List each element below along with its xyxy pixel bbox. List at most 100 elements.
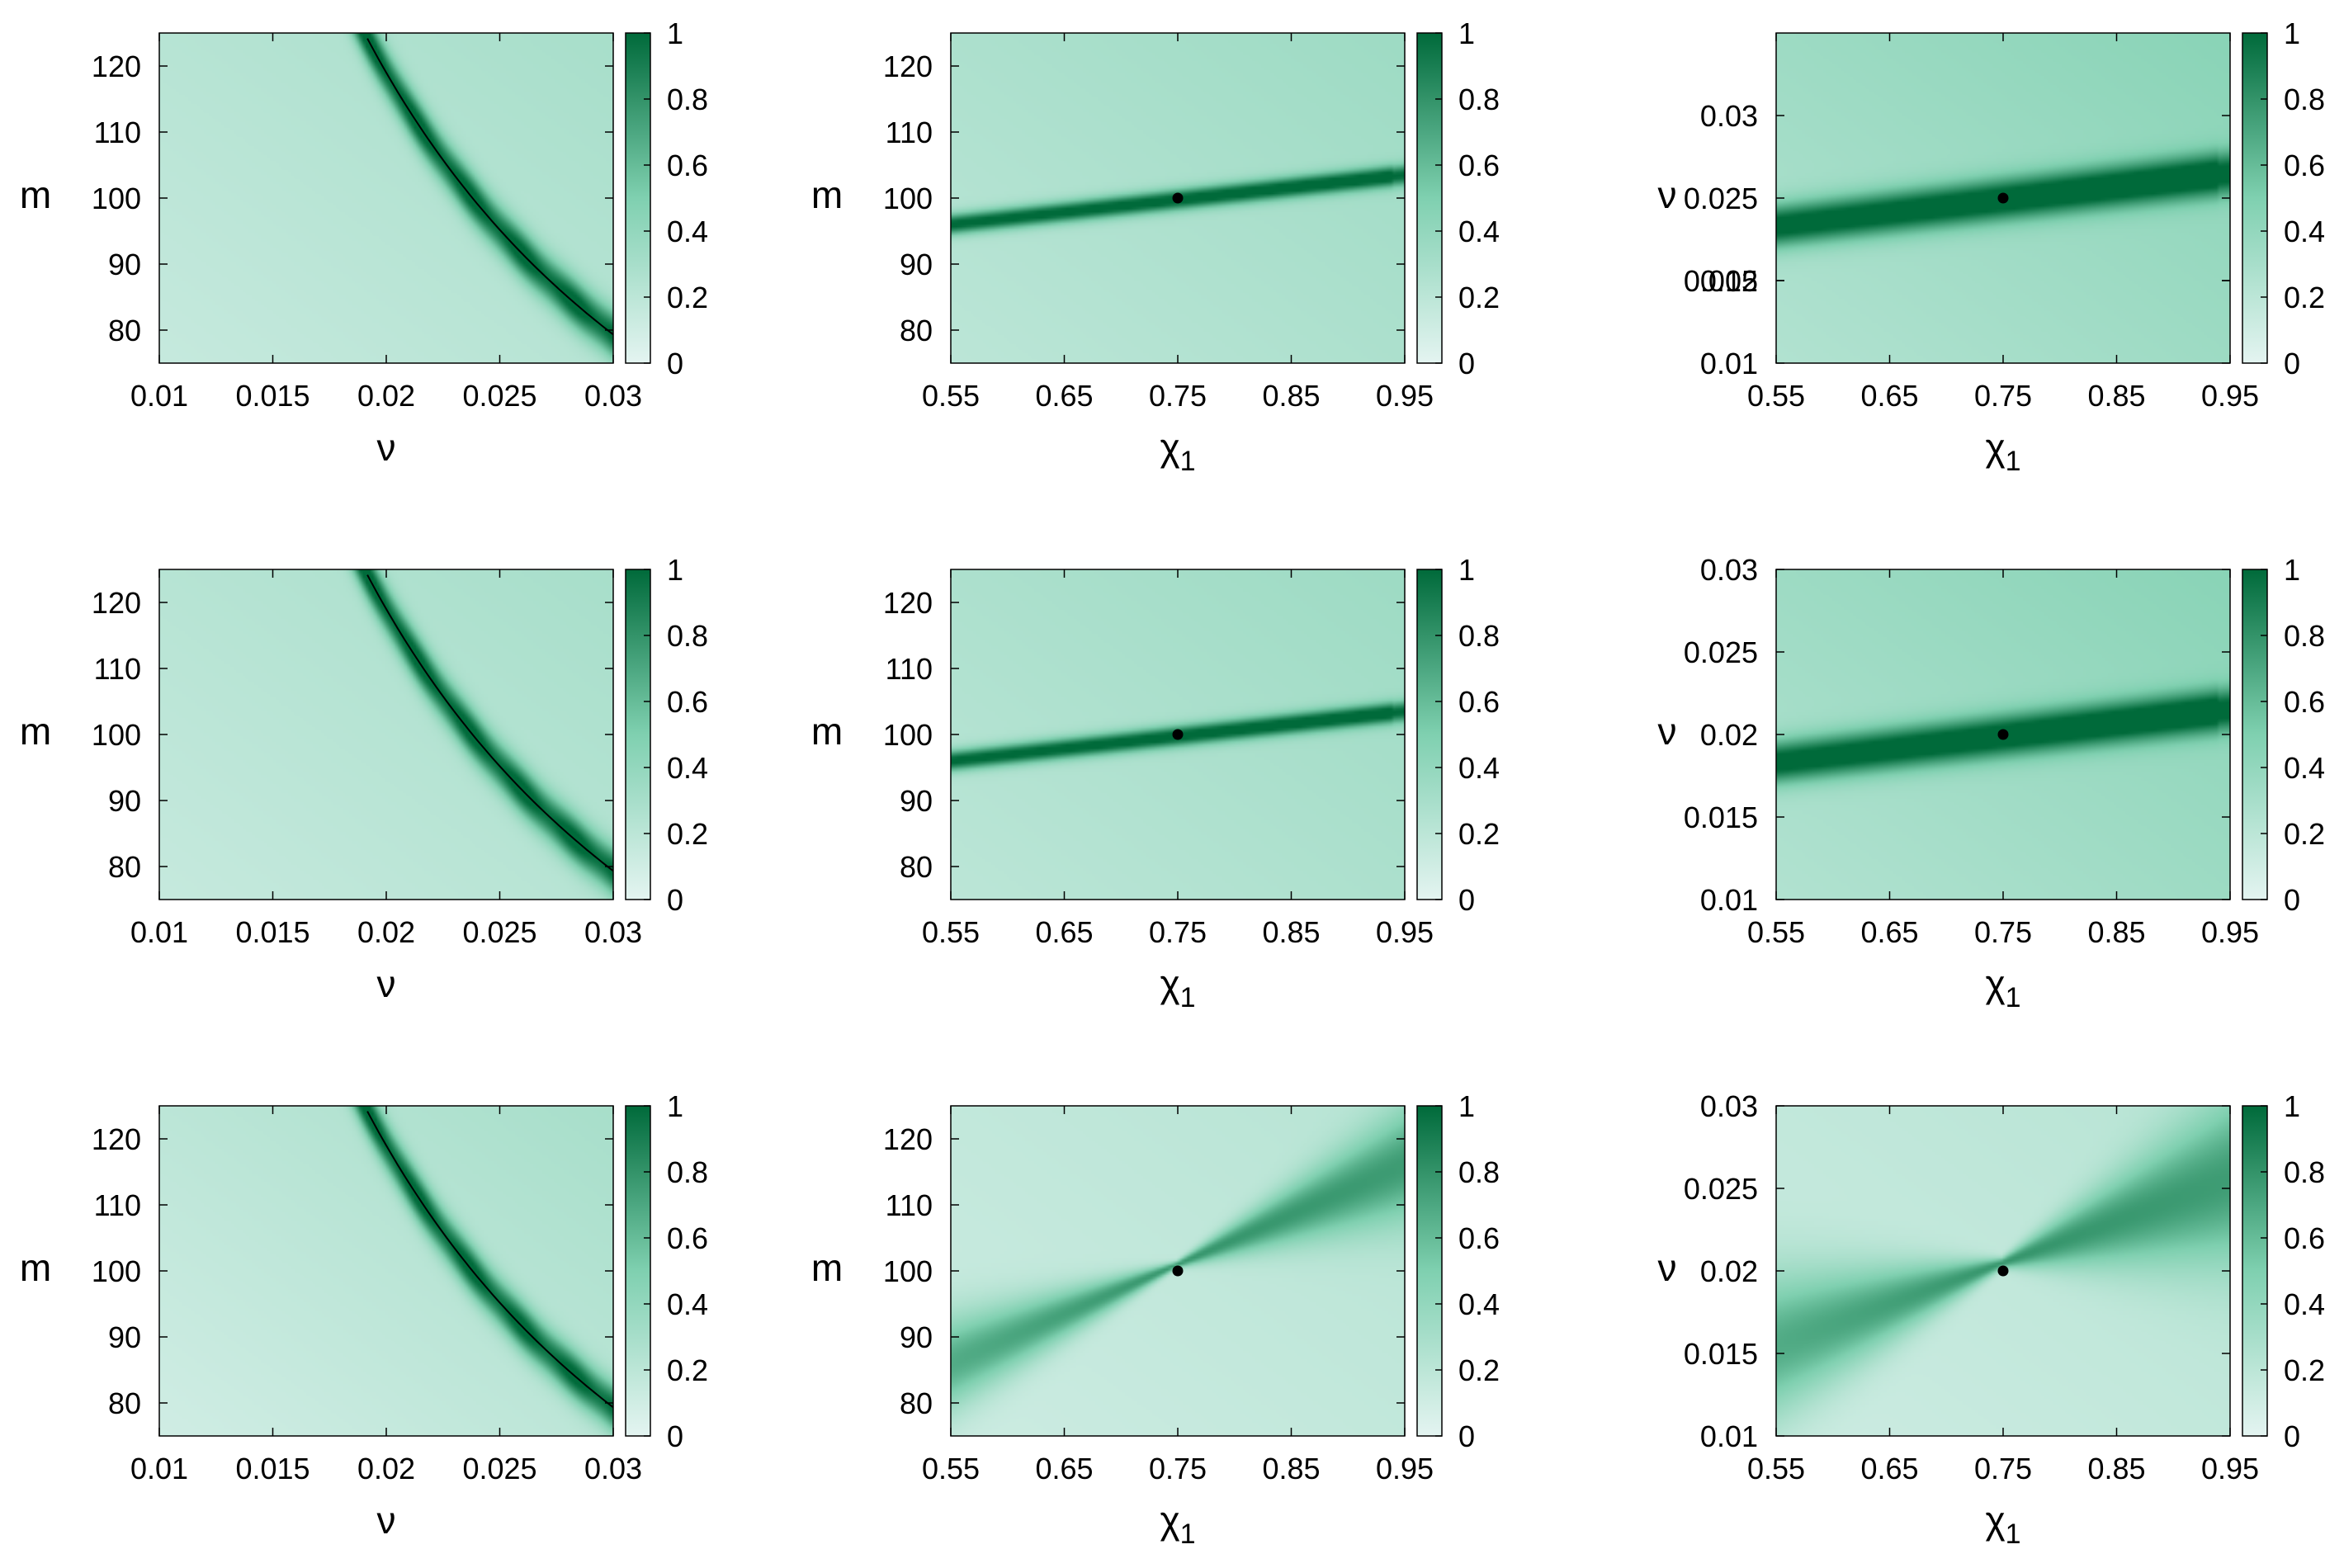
x-tick-label: 0.55 (922, 915, 980, 949)
x-tick-label: 0.015 (235, 379, 310, 413)
x-tick-label: 0.03 (584, 915, 642, 949)
colorbar-gradient (2242, 32, 2268, 364)
y-tick-label: 100 (92, 1254, 141, 1288)
colorbar-gradient (1416, 32, 1443, 364)
x-tick-label: 0.65 (1860, 379, 1918, 413)
true-value-marker (1172, 729, 1184, 740)
x-tick-label: 0.025 (462, 379, 536, 413)
y-tick-label: 120 (92, 1122, 141, 1156)
colorbar-tick-label: 0.2 (2284, 817, 2325, 851)
colorbar-tick-label: 0.6 (2284, 685, 2325, 719)
true-value-marker (1997, 729, 2009, 740)
x-tick-label: 0.55 (922, 379, 980, 413)
colorbar-tick-label: 0.8 (667, 619, 708, 653)
colorbar-tick-label: 0 (2284, 1419, 2300, 1453)
x-tick-label: 0.95 (2201, 379, 2259, 413)
y-tick-label: 0.025 (1684, 1172, 1758, 1206)
colorbar-tick-label: 0.6 (2284, 1221, 2325, 1255)
colorbar: 0 0.2 0.4 0.6 0.8 1 (625, 553, 708, 917)
colorbar-tick-label: 0.8 (667, 83, 708, 116)
x-tick-label: 0.65 (1035, 915, 1093, 949)
x-axis-label: ν (377, 962, 396, 1005)
y-tick-label: 110 (94, 116, 141, 149)
colorbar-tick-label: 0.8 (2284, 1155, 2325, 1189)
x-tick-label: 0.03 (584, 1452, 642, 1485)
x-tick-label: 0.95 (1376, 915, 1434, 949)
colorbar-tick-label: 0.6 (2284, 149, 2325, 182)
colorbar-tick-label: 0.4 (2284, 751, 2325, 785)
x-axis-label: ν (377, 426, 396, 469)
colorbar-tick-label: 0.8 (667, 1155, 708, 1189)
colorbar: 0 0.2 0.4 0.6 0.8 1 (2242, 17, 2325, 380)
x-tick-label: 0.85 (2087, 379, 2145, 413)
x-tick-label: 0.65 (1860, 915, 1918, 949)
x-tick-label: 0.75 (1974, 915, 2032, 949)
x-tick-label: 0.95 (2201, 1452, 2259, 1485)
y-axis-label: m (20, 1246, 51, 1289)
heatmap-image (159, 1106, 613, 1436)
colorbar-tick-label: 0.4 (667, 1287, 708, 1321)
colorbar: 0 0.2 0.4 0.6 0.8 1 (625, 17, 708, 380)
heatmap-image (159, 569, 613, 900)
y-tick-label: 120 (92, 50, 141, 83)
reference-curve (366, 1111, 614, 1409)
colorbar-tick-label: 0.6 (1458, 685, 1500, 719)
colorbar-tick-label: 0.2 (1458, 817, 1500, 851)
y-tick-label: 0.03 (1700, 99, 1758, 133)
colorbar-tick-label: 0.4 (2284, 215, 2325, 248)
colorbar-gradient (1416, 569, 1443, 900)
colorbar-tick-label: 0.6 (1458, 149, 1500, 182)
colorbar-gradient (2242, 569, 2268, 900)
reference-curve (366, 574, 614, 872)
heatmap-panel-r1c1: 0.01 0.015 0.02 0.025 0.03 80 90 100 110 120 ν m 0 0.… (20, 17, 708, 469)
colorbar-tick-label: 0 (1458, 883, 1475, 917)
x-tick-label: 0.01 (130, 1452, 188, 1485)
colorbar-tick-label: 0 (667, 1419, 683, 1453)
colorbar-tick-label: 0.4 (1458, 215, 1500, 248)
colorbar-tick-label: 1 (667, 1089, 683, 1123)
true-value-marker (1997, 192, 2009, 204)
colorbar-tick-label: 0 (2284, 347, 2300, 380)
colorbar: 0 0.2 0.4 0.6 0.8 1 (2242, 553, 2325, 917)
heatmap-image (159, 33, 613, 363)
y-tick-label: 90 (900, 1320, 933, 1354)
y-tick-label: 0.015 (1684, 1337, 1758, 1371)
y-axis-label: m (811, 1246, 843, 1289)
y-tick-label: 80 (108, 314, 141, 347)
y-axis-label: m (811, 710, 843, 753)
x-axis-label: χ1 (1985, 1499, 2020, 1550)
y-tick-label: 0.025 (1684, 635, 1758, 669)
reference-curve (366, 38, 614, 336)
colorbar-tick-label: 0.8 (2284, 83, 2325, 116)
colorbar-tick-label: 0.6 (667, 1221, 708, 1255)
x-tick-label: 0.55 (1747, 1452, 1805, 1485)
colorbar-tick-label: 0.2 (667, 281, 708, 314)
y-tick-label: 120 (883, 1122, 933, 1156)
y-tick-label: 80 (108, 850, 141, 884)
x-tick-label: 0.85 (1262, 915, 1320, 949)
y-tick-label: 110 (886, 652, 933, 686)
y-tick-label: 80 (900, 850, 933, 884)
colorbar-tick-label: 0.6 (667, 685, 708, 719)
x-axis-label: χ1 (1160, 426, 1195, 477)
heatmap-panel-r3c1: 0.01 0.015 0.02 0.025 0.03 80 90 100 110 120 ν m 0 0.… (20, 1089, 708, 1542)
colorbar-tick-label: 1 (1458, 1089, 1475, 1123)
x-tick-label: 0.75 (1974, 1452, 2032, 1485)
colorbar-tick-label: 0.4 (1458, 751, 1500, 785)
y-tick-label: 90 (108, 784, 141, 818)
colorbar: 0 0.2 0.4 0.6 0.8 1 (625, 1089, 708, 1453)
colorbar-tick-label: 0 (667, 883, 683, 917)
x-tick-label: 0.65 (1035, 379, 1093, 413)
y-axis-label: ν (1658, 173, 1677, 216)
y-tick-label: 100 (92, 718, 141, 752)
heatmap-panel-r2c2: 0.55 0.65 0.75 0.85 0.95 80 90 100 110 120 χ1 m 0 0.2… (811, 553, 1500, 1013)
heatmap-panel-r3c3: 0.55 0.65 0.75 0.85 0.95 0.01 0.015 0.02 0.025 0.… (1658, 1089, 2325, 1550)
x-tick-label: 0.95 (1376, 379, 1434, 413)
colorbar-tick-label: 0.6 (1458, 1221, 1500, 1255)
x-tick-label: 0.65 (1035, 1452, 1093, 1485)
y-tick-label: 110 (94, 652, 141, 686)
colorbar-tick-label: 1 (2284, 553, 2300, 587)
y-tick-label: 110 (886, 116, 933, 149)
colorbar-gradient (625, 32, 651, 364)
